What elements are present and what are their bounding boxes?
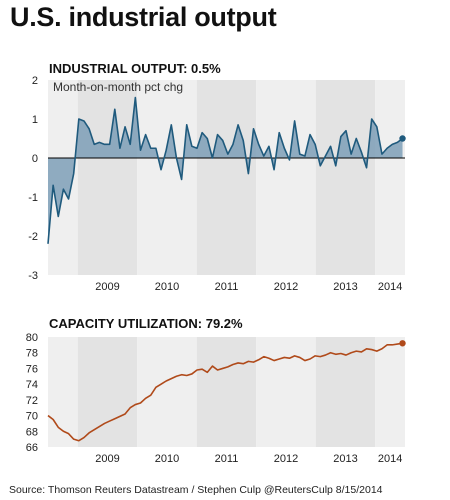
output-chart-title: INDUSTRIAL OUTPUT: 0.5% xyxy=(49,61,221,76)
x-tick-label: 2012 xyxy=(274,453,298,465)
year-band-2010 xyxy=(137,337,197,447)
x-tick-label: 2009 xyxy=(95,453,119,465)
year-band-2013 xyxy=(315,80,376,275)
capacity-series-line xyxy=(47,342,403,442)
industrial-output-chart: 2 1 0 -1 -2 -3 2009 2010 2011 2012 2013 2014 xyxy=(28,75,406,293)
output-area xyxy=(48,97,403,244)
year-band-2008 xyxy=(48,337,78,447)
x-tick-label: 2014 xyxy=(378,453,402,465)
y-tick-label: 74 xyxy=(26,379,38,391)
y-tick-label: 0 xyxy=(32,153,38,165)
capacity-year-bands xyxy=(48,337,405,447)
y-tick-label: -2 xyxy=(28,231,38,243)
page-title: U.S. industrial output xyxy=(10,2,277,32)
year-band-2010 xyxy=(137,80,197,275)
y-tick-label: 76 xyxy=(26,363,38,375)
c1-series-path xyxy=(47,96,404,244)
output-chart-subtitle: Month-on-month pct chg xyxy=(53,80,184,94)
c2-series-path xyxy=(47,342,403,442)
x-tick-label: 2010 xyxy=(155,453,179,465)
x-tick-label: 2010 xyxy=(155,281,179,293)
x-tick-label: 2014 xyxy=(378,281,402,293)
y-tick-label: 78 xyxy=(26,348,38,360)
y-tick-label: -3 xyxy=(28,270,38,282)
output-series-line xyxy=(47,96,404,244)
y-tick-label: 66 xyxy=(26,442,38,454)
c1-last-point xyxy=(399,135,406,142)
year-band-2012 xyxy=(256,80,316,275)
x-tick-label: 2012 xyxy=(274,281,298,293)
y-tick-label: 80 xyxy=(26,332,38,344)
capacity-y-axis: 80 78 76 74 72 70 68 66 xyxy=(26,332,38,454)
year-band-2009 xyxy=(77,80,138,275)
year-band-2012 xyxy=(256,337,316,447)
capacity-points xyxy=(47,340,406,441)
output-area-fill xyxy=(48,97,403,244)
year-band-2009 xyxy=(77,337,138,447)
capacity-utilization-chart: 80 78 76 74 72 70 68 66 2009 2010 2011 2012 2013 201… xyxy=(26,332,406,465)
year-band-2014 xyxy=(375,337,405,447)
capacity-x-axis: 2009 2010 2011 2012 2013 2014 xyxy=(95,453,402,465)
c2-last-point xyxy=(399,340,406,347)
capacity-chart-title: CAPACITY UTILIZATION: 79.2% xyxy=(49,316,243,331)
source-credit: Source: Thomson Reuters Datastream / Ste… xyxy=(9,484,383,496)
y-tick-label: 68 xyxy=(26,426,38,438)
x-tick-label: 2013 xyxy=(333,281,357,293)
y-tick-label: 70 xyxy=(26,411,38,423)
output-y-axis: 2 1 0 -1 -2 -3 xyxy=(28,75,38,282)
y-tick-label: 72 xyxy=(26,395,38,407)
output-x-axis: 2009 2010 2011 2012 2013 2014 xyxy=(95,281,402,293)
x-tick-label: 2011 xyxy=(215,453,239,465)
year-band-2011 xyxy=(196,337,257,447)
x-tick-label: 2009 xyxy=(95,281,119,293)
output-points xyxy=(47,97,406,244)
year-band-2011 xyxy=(196,80,257,275)
y-tick-label: 1 xyxy=(32,114,38,126)
year-band-2014 xyxy=(375,80,405,275)
y-tick-label: -1 xyxy=(28,192,38,204)
y-tick-label: 2 xyxy=(32,75,38,87)
x-tick-label: 2013 xyxy=(333,453,357,465)
x-tick-label: 2011 xyxy=(215,281,239,293)
year-band-2013 xyxy=(315,337,376,447)
